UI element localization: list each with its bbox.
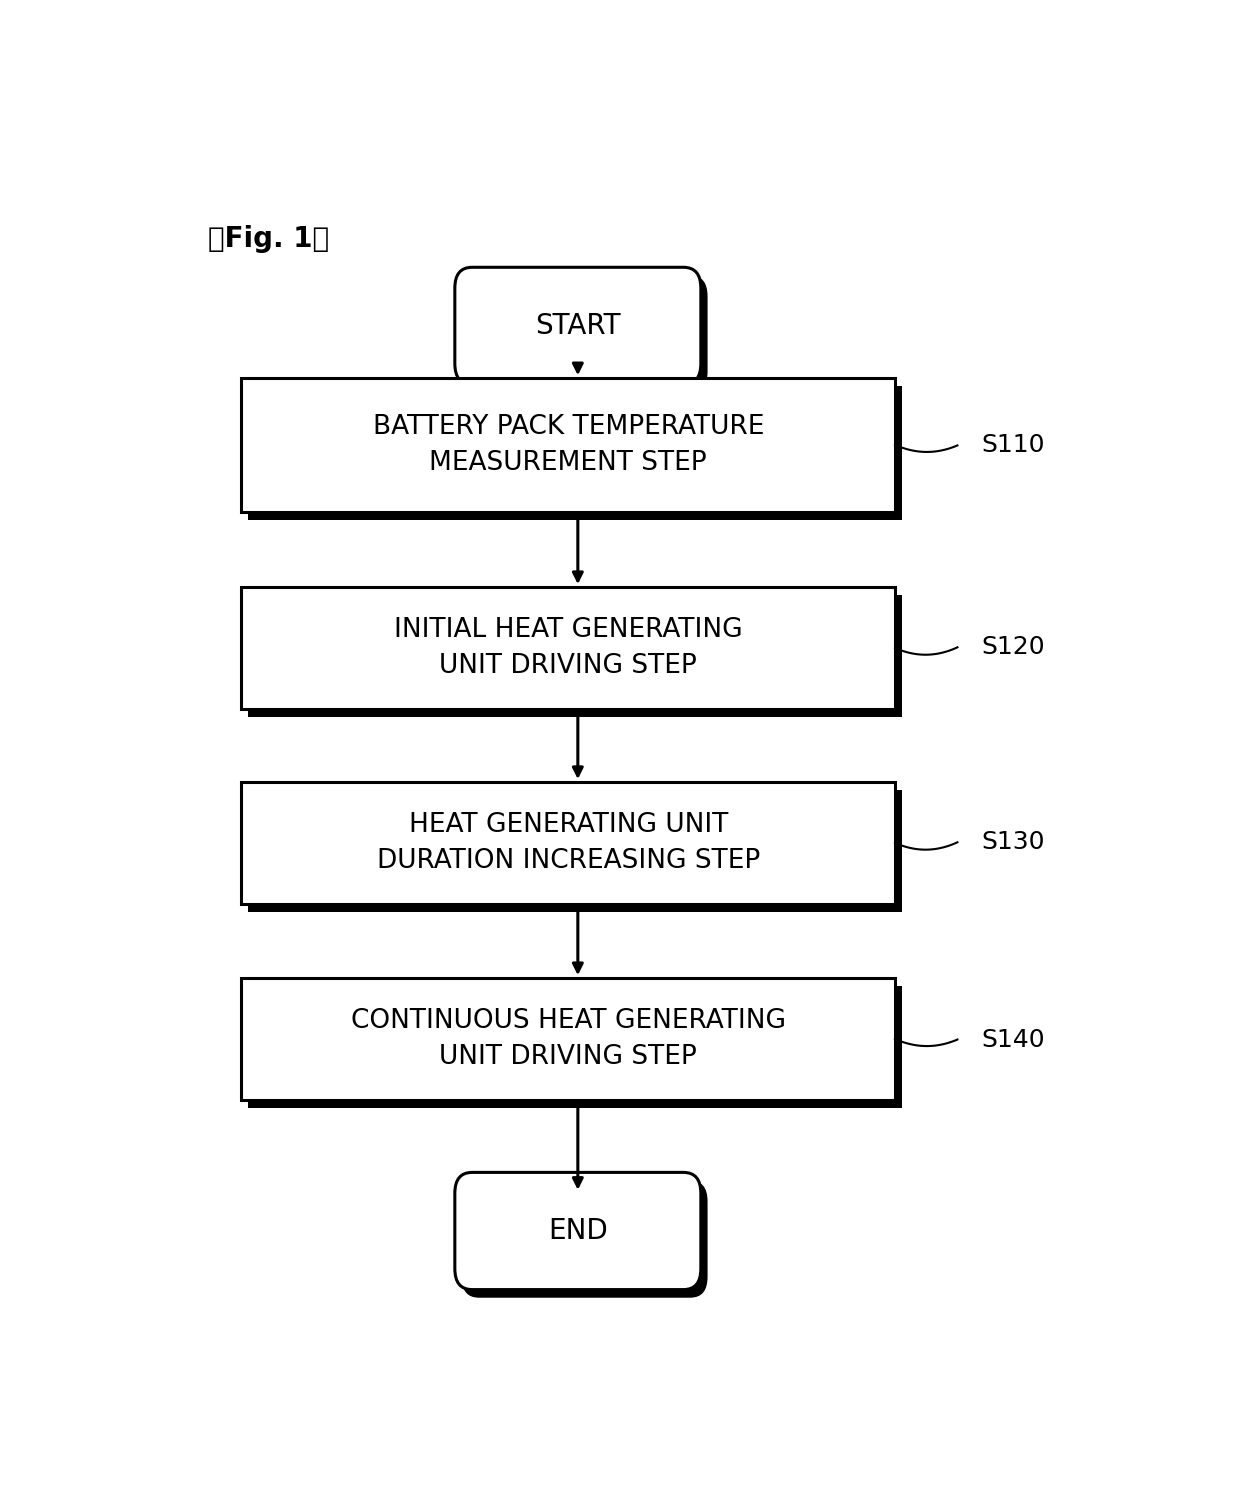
- FancyBboxPatch shape: [461, 276, 708, 393]
- Text: CONTINUOUS HEAT GENERATING
UNIT DRIVING STEP: CONTINUOUS HEAT GENERATING UNIT DRIVING …: [351, 1008, 786, 1070]
- Bar: [248, 386, 901, 520]
- Bar: [248, 790, 901, 912]
- Text: END: END: [548, 1218, 608, 1245]
- Bar: [248, 986, 901, 1108]
- FancyBboxPatch shape: [455, 1172, 701, 1290]
- Text: S110: S110: [982, 434, 1045, 458]
- Text: S120: S120: [982, 636, 1045, 660]
- Text: S130: S130: [982, 830, 1045, 854]
- Bar: [242, 978, 895, 1100]
- Bar: [248, 595, 901, 717]
- Bar: [242, 586, 895, 708]
- Text: S140: S140: [982, 1028, 1045, 1052]
- Text: BATTERY PACK TEMPERATURE
MEASUREMENT STEP: BATTERY PACK TEMPERATURE MEASUREMENT STE…: [372, 414, 764, 476]
- Bar: [242, 378, 895, 511]
- Bar: [242, 782, 895, 904]
- Text: START: START: [536, 312, 620, 341]
- FancyBboxPatch shape: [461, 1180, 708, 1298]
- Text: HEAT GENERATING UNIT
DURATION INCREASING STEP: HEAT GENERATING UNIT DURATION INCREASING…: [377, 812, 760, 874]
- FancyBboxPatch shape: [455, 267, 701, 384]
- Text: INITIAL HEAT GENERATING
UNIT DRIVING STEP: INITIAL HEAT GENERATING UNIT DRIVING STE…: [394, 616, 743, 678]
- Text: 【Fig. 1】: 【Fig. 1】: [208, 225, 329, 253]
